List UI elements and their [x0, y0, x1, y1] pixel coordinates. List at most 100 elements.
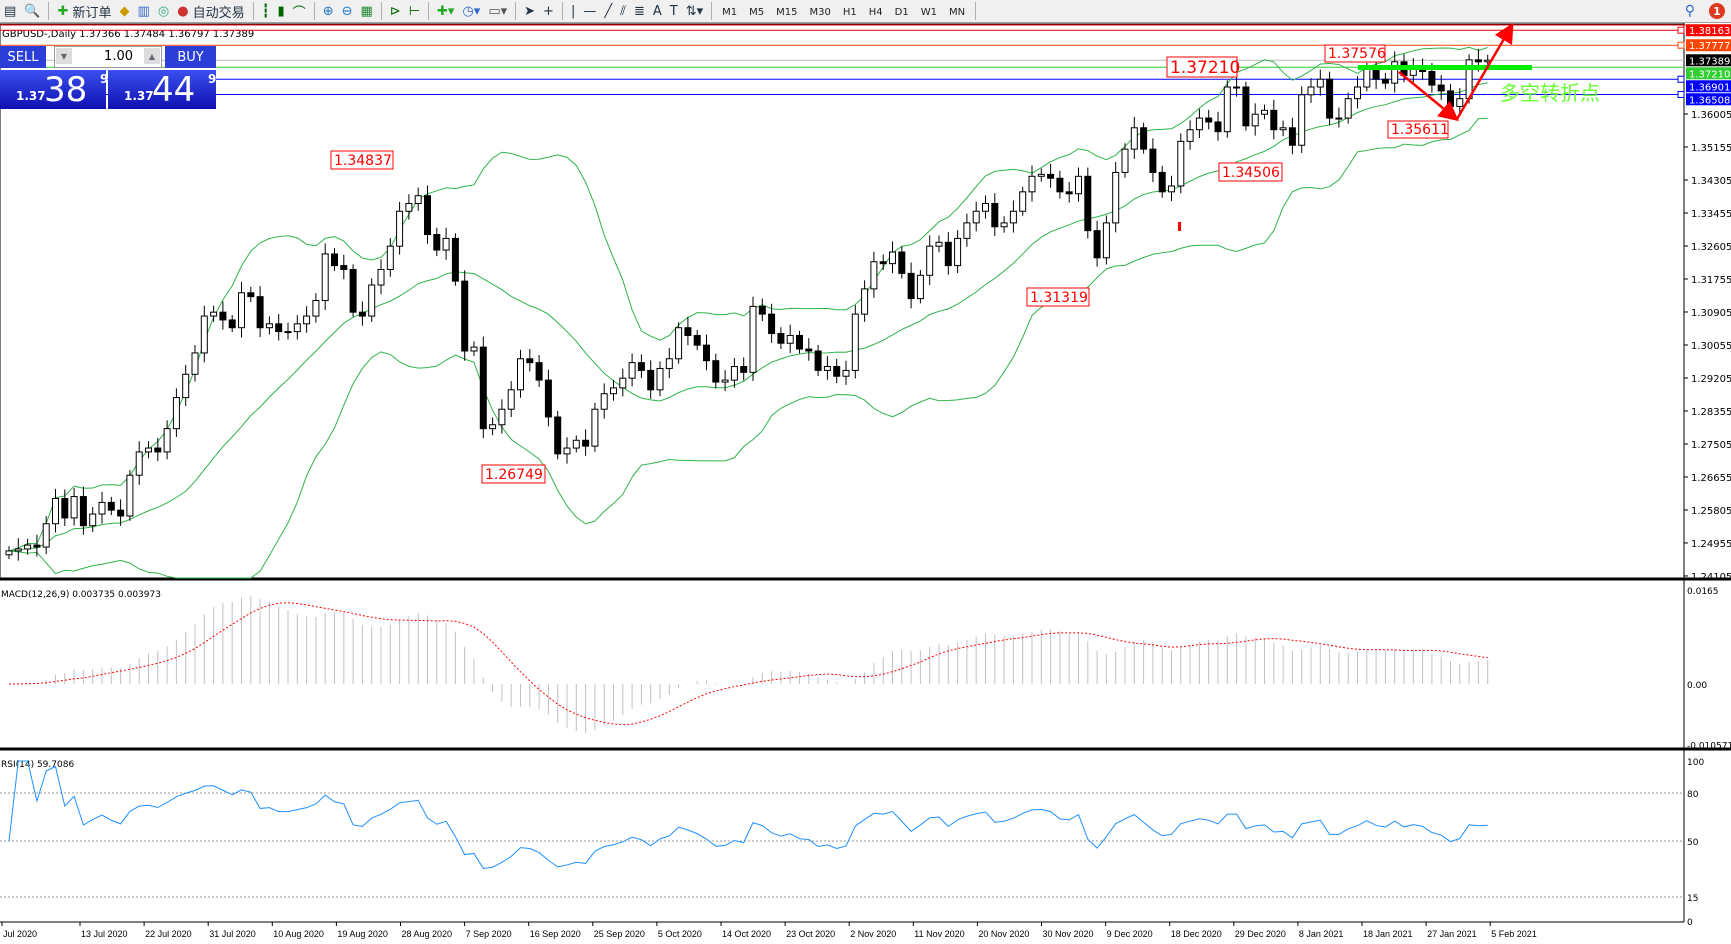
candle-body — [414, 195, 422, 204]
candle-body — [275, 323, 283, 333]
price-annotation: 1.37576 — [1328, 46, 1386, 62]
vertical-line-icon[interactable]: | — [570, 3, 576, 19]
horizontal-line-icon[interactable]: — — [583, 3, 597, 19]
zoom-out-icon[interactable]: ⊖ — [341, 3, 353, 19]
chart-area[interactable]: GBPUSD-,Daily 1.37366 1.37484 1.36797 1.… — [0, 23, 1731, 944]
buy-price-button[interactable]: 1.37 44 9 — [108, 70, 216, 109]
candle-body — [1242, 86, 1250, 127]
timeframe-d1[interactable]: D1 — [894, 7, 909, 18]
candle-body — [284, 331, 292, 334]
divider — [313, 2, 315, 20]
candle-body — [768, 313, 776, 335]
tile-windows-icon[interactable]: ▦ — [360, 3, 373, 19]
price-tick-label: 1.35155 — [1691, 143, 1731, 154]
timeframe-m30[interactable]: M30 — [809, 7, 831, 18]
date-label: 16 Sep 2020 — [530, 929, 581, 939]
candle-body — [916, 274, 924, 300]
timeframe-w1[interactable]: W1 — [920, 7, 937, 18]
candle-body — [1158, 171, 1166, 193]
buy-button[interactable]: BUY — [165, 46, 216, 68]
date-label: 28 Aug 2020 — [402, 929, 453, 939]
sell-price-button[interactable]: 1.37 38 9 — [0, 70, 109, 109]
candle-body — [200, 315, 208, 354]
divider — [711, 2, 713, 20]
sell-price-fraction: 9 — [100, 72, 109, 86]
candle-body — [396, 210, 404, 247]
candle-body — [1056, 177, 1064, 193]
price-tag — [1686, 67, 1731, 80]
timeframe-mn[interactable]: MN — [948, 7, 966, 18]
date-label: 18 Dec 2020 — [1171, 929, 1222, 939]
price-tick-label: 1.26655 — [1691, 473, 1731, 484]
timeframe-m5[interactable]: M5 — [749, 7, 765, 18]
candle-body — [489, 424, 497, 430]
crosshair-icon[interactable]: + — [543, 3, 554, 19]
candle-body — [498, 408, 506, 426]
candle-body — [98, 501, 106, 515]
candle-body — [470, 346, 478, 352]
history-icon[interactable]: ◆ — [119, 3, 130, 19]
navigator-icon[interactable]: ▥ — [137, 3, 150, 19]
candle-body — [340, 265, 348, 270]
candle-body — [619, 377, 627, 389]
candle-body — [1251, 113, 1259, 127]
notification-badge[interactable]: 1 — [1709, 3, 1725, 19]
candle-body — [610, 387, 617, 395]
fibonacci-icon[interactable]: ≣ — [633, 3, 645, 19]
candles — [5, 48, 1492, 561]
signal-icon[interactable]: ◎ — [157, 3, 170, 19]
candle-body — [1000, 222, 1008, 228]
candle-body — [898, 251, 906, 274]
line-handle — [1677, 90, 1685, 98]
candle-body — [238, 292, 245, 329]
autoscroll-icon[interactable]: ⊳ — [389, 3, 401, 19]
lot-decrease-button[interactable]: ▼ — [56, 48, 72, 64]
label-icon[interactable]: T — [669, 3, 678, 19]
new-chart-icon[interactable]: ▤ — [4, 3, 17, 19]
candle-body — [842, 369, 850, 377]
price-tag-label: 1.37210 — [1689, 69, 1730, 80]
divider — [561, 2, 563, 20]
text-icon[interactable]: A — [652, 3, 662, 19]
candlestick-icon[interactable]: ▮ — [277, 3, 285, 19]
lot-size-input[interactable]: 1.00 — [54, 46, 162, 68]
trendline-icon[interactable]: ╱ — [604, 3, 613, 19]
macd-tick-label: 0.0165 — [1687, 587, 1719, 597]
timeframe-h4[interactable]: H4 — [868, 7, 883, 18]
sell-button[interactable]: SELL — [0, 46, 46, 68]
auto-trading-button[interactable]: ● 自动交易 — [173, 1, 249, 21]
macd-signal-line — [8, 602, 1488, 726]
zoom-in-icon[interactable]: ⊕ — [322, 3, 334, 19]
candle-body — [1047, 173, 1055, 179]
candle-body — [600, 393, 608, 410]
bar-chart-icon[interactable]: ┇ — [261, 3, 270, 19]
lot-increase-button[interactable]: ▲ — [144, 48, 160, 64]
candle-body — [256, 296, 264, 329]
price-annotation-box — [1387, 120, 1449, 139]
candle-body — [954, 237, 962, 267]
periods-icon[interactable]: ◷▾ — [462, 3, 481, 19]
timeframe-h1[interactable]: H1 — [842, 7, 857, 18]
line-handle — [1677, 75, 1685, 83]
arrows-icon[interactable]: ⇅▾ — [685, 3, 704, 19]
search-icon[interactable]: ⚲ — [1684, 3, 1695, 19]
candle-body — [89, 513, 97, 527]
templates-icon[interactable]: ▭▾ — [488, 3, 508, 19]
auto-trading-icon: ● — [177, 3, 189, 19]
new-order-button[interactable]: ✚ 新订单 — [53, 1, 115, 21]
channel-icon[interactable]: ⫽ — [620, 3, 626, 19]
timeframe-m1[interactable]: M1 — [722, 7, 738, 18]
indicators-icon[interactable]: ✚▾ — [437, 3, 455, 19]
chart-shift-icon[interactable]: ⊢ — [408, 3, 421, 19]
candle-body — [1316, 78, 1324, 88]
auto-trading-label: 自动交易 — [192, 5, 245, 21]
cursor-icon[interactable]: ➤ — [524, 3, 536, 19]
line-chart-icon[interactable]: ⌒ — [292, 5, 306, 21]
rsi-tick-label: 100 — [1687, 758, 1704, 768]
price-tick-label: 1.36005 — [1691, 110, 1731, 121]
zoom-window-icon[interactable]: 🔍 — [24, 3, 41, 19]
candle-body — [1177, 140, 1185, 187]
rsi-label: RSI(14) 59.7086 — [1, 760, 74, 770]
timeframe-m15[interactable]: M15 — [776, 7, 798, 18]
macd-tick-label: 0.00 — [1687, 681, 1707, 691]
